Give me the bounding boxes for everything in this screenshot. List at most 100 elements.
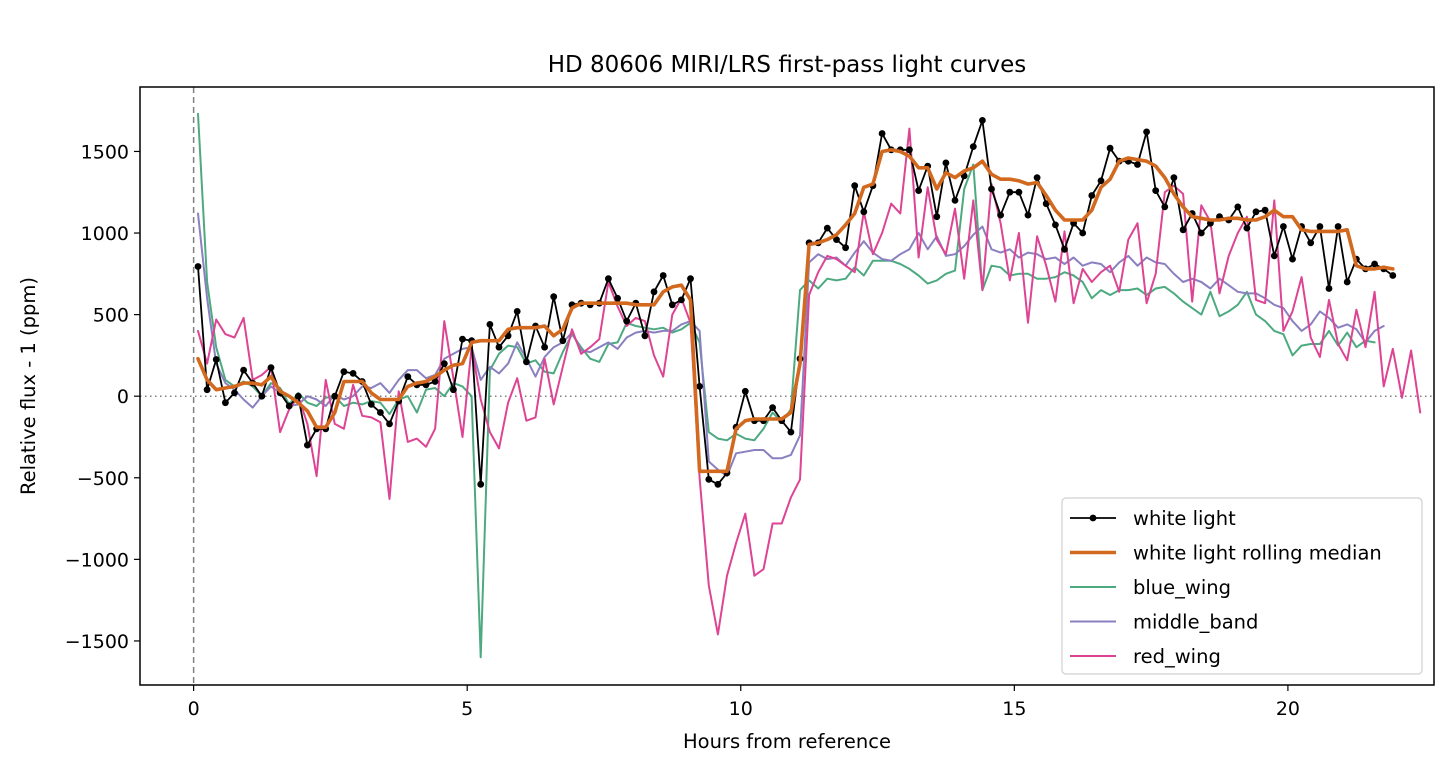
data-point [367,401,375,408]
data-point [851,182,859,190]
data-point [1170,174,1178,182]
data-point [678,296,685,304]
data-point [906,146,913,154]
data-point [477,480,485,488]
data-point [377,409,384,416]
data-point [769,404,776,411]
data-point [212,356,220,363]
data-point [1079,229,1087,237]
data-point [1033,174,1041,182]
data-point [933,213,941,221]
data-point [1052,221,1059,229]
y-tick-label: 0 [117,386,129,408]
data-point [1042,200,1050,208]
data-point [1152,187,1160,195]
data-point [915,187,922,195]
data-point [1234,203,1242,211]
data-point [231,389,238,397]
series-red-wing [197,127,1422,636]
data-point [404,373,412,380]
data-point [641,332,649,340]
y-tick-label: −1000 [65,549,129,571]
data-point [1006,188,1014,196]
data-point [1316,223,1324,230]
plot-frame [139,86,1435,686]
data-point [486,321,494,328]
data-point [1134,161,1141,168]
x-axis-label: Hours from reference [683,730,891,753]
data-point [1024,211,1032,219]
legend-item-white-light-rolling-median: white light rolling median [1070,542,1382,565]
y-tick-label: −500 [77,468,129,490]
legend-marker [1089,514,1097,522]
data-point [550,293,558,301]
data-point [1161,203,1169,211]
data-point [495,343,503,351]
data-point [650,288,658,296]
data-point [513,308,521,315]
data-point [687,275,694,283]
data-point [285,402,293,410]
data-point [194,263,202,270]
y-tick-label: −1500 [65,631,129,653]
x-tick-label: 10 [729,698,753,720]
data-point [1334,223,1342,230]
data-point [1261,206,1269,214]
data-point [614,294,621,302]
legend-item-blue-wing: blue_wing [1070,576,1231,599]
data-point [969,143,977,151]
data-point [1389,272,1397,279]
data-point [541,343,548,351]
legend-label: middle_band [1133,611,1258,634]
data-point [1252,208,1260,216]
data-point [668,301,676,309]
legend-label: blue_wing [1133,576,1231,599]
y-axis: −1500 −1000 −500 0 500 1000 1500 [65,141,140,653]
x-axis: 0 5 10 15 20 [188,685,1300,720]
data-point [1280,223,1287,230]
data-point [1343,278,1351,286]
data-point [1179,226,1187,234]
chart-title: HD 80606 MIRI/LRS first-pass light curve… [548,52,1027,78]
series-line-red-wing [197,127,1422,636]
series-line-middle-band [197,212,1385,478]
legend-label: white light rolling median [1133,542,1382,565]
data-point [1371,260,1378,268]
data-point [1088,192,1096,199]
data-point [340,368,348,376]
legend-item-middle-band: middle_band [1070,611,1258,634]
legend-label: red_wing [1133,645,1221,668]
series-layer [194,112,1422,659]
data-point [942,159,950,167]
data-point [605,275,612,283]
data-point [623,317,631,325]
data-point [559,337,567,345]
y-tick-label: 1500 [81,141,129,163]
data-point [1061,245,1068,253]
data-point [705,476,713,483]
data-point [258,392,266,400]
data-point [1243,224,1251,232]
data-point [240,366,248,374]
data-point [459,335,466,343]
data-point [696,383,703,390]
legend-item-red-wing: red_wing [1070,645,1221,668]
legend-item-white-light: white light [1070,507,1236,530]
data-point [331,392,339,400]
data-point [823,224,831,232]
data-point [349,370,357,377]
data-point [951,197,959,204]
x-tick-label: 15 [1002,698,1026,720]
data-point [833,236,840,244]
legend-box [1061,497,1423,675]
data-point [860,208,868,216]
series-white-light-rolling-median [196,148,1395,474]
x-tick-label: 5 [461,698,473,720]
x-tick-label: 20 [1276,698,1300,720]
legend-label: white light [1133,507,1236,530]
data-point [787,428,795,436]
legend: white light white light rolling median blu… [1061,497,1423,675]
data-point [1143,128,1150,136]
data-point [431,378,439,385]
data-point [267,364,275,371]
